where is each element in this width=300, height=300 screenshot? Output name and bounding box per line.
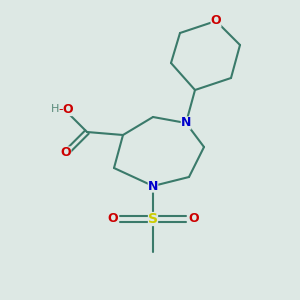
Text: -: - xyxy=(59,103,63,116)
Text: O: O xyxy=(62,103,73,116)
Text: O: O xyxy=(188,212,199,226)
Text: S: S xyxy=(148,212,158,226)
Text: O: O xyxy=(107,212,118,226)
Text: O: O xyxy=(211,14,221,28)
Text: N: N xyxy=(181,116,191,130)
Text: H: H xyxy=(51,104,60,115)
Text: O: O xyxy=(61,146,71,160)
Text: N: N xyxy=(148,179,158,193)
